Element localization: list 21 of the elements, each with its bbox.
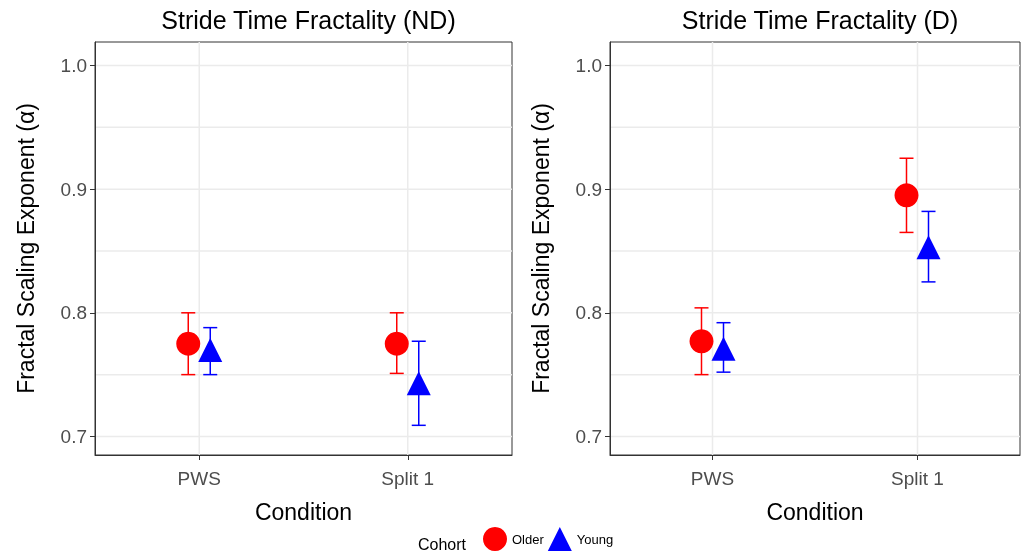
chart-title: Stride Time Fractality (D) [681,5,959,34]
y-tick-label: 1.0 [575,54,602,76]
x-axis-title: Condition [766,498,864,525]
y-axis-title: Fractal Scaling Exponent (α) [12,103,39,394]
x-tick-label: Split 1 [891,468,944,489]
legend-title: Cohort [418,535,467,553]
legend-label: Young [576,531,614,547]
legend-label: Older [512,531,545,547]
x-tick-label: Split 1 [381,468,435,489]
y-tick-label: 0.9 [60,178,87,200]
chart-title: Stride Time Fractality (ND) [161,5,456,34]
y-tick-label: 0.9 [575,178,602,200]
y-tick-label: 0.8 [575,302,602,324]
y-tick-label: 0.7 [60,425,87,447]
x-axis-title: Condition [254,498,353,525]
y-tick-label: 0.8 [60,302,87,324]
y-tick-label: 0.7 [575,425,602,447]
y-tick-label: 1.0 [60,54,87,76]
x-tick-label: PWS [690,468,735,489]
x-tick-label: PWS [177,468,221,489]
y-axis-title: Fractal Scaling Exponent (α) [527,103,554,394]
